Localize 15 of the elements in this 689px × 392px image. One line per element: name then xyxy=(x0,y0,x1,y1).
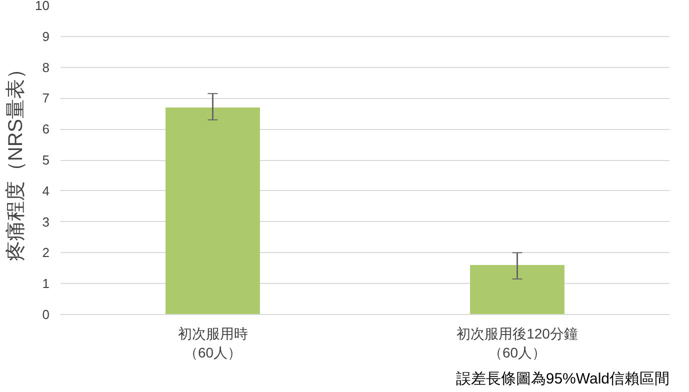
y-tick-label: 10 xyxy=(35,0,50,13)
x-tick-label: 初次服用時（60人） xyxy=(178,326,248,361)
y-axis-title: 疼痛程度（NRS量表） xyxy=(5,58,28,262)
x-tick-label: 初次服用後120分鐘（60人） xyxy=(456,326,578,361)
y-tick-label: 8 xyxy=(42,60,50,75)
y-tick-label: 0 xyxy=(42,307,50,322)
y-tick-label: 3 xyxy=(42,214,50,230)
y-tick-label: 9 xyxy=(42,28,50,44)
y-tick-label: 6 xyxy=(42,122,50,137)
y-tick-label: 1 xyxy=(42,276,50,292)
y-tick-label: 5 xyxy=(42,152,50,168)
y-tick-label: 7 xyxy=(42,90,50,106)
y-tick-label: 2 xyxy=(42,245,50,260)
text: 誤差長條圖為95%Wald信賴區間 xyxy=(456,370,670,388)
y-tick-label: 4 xyxy=(42,183,50,198)
